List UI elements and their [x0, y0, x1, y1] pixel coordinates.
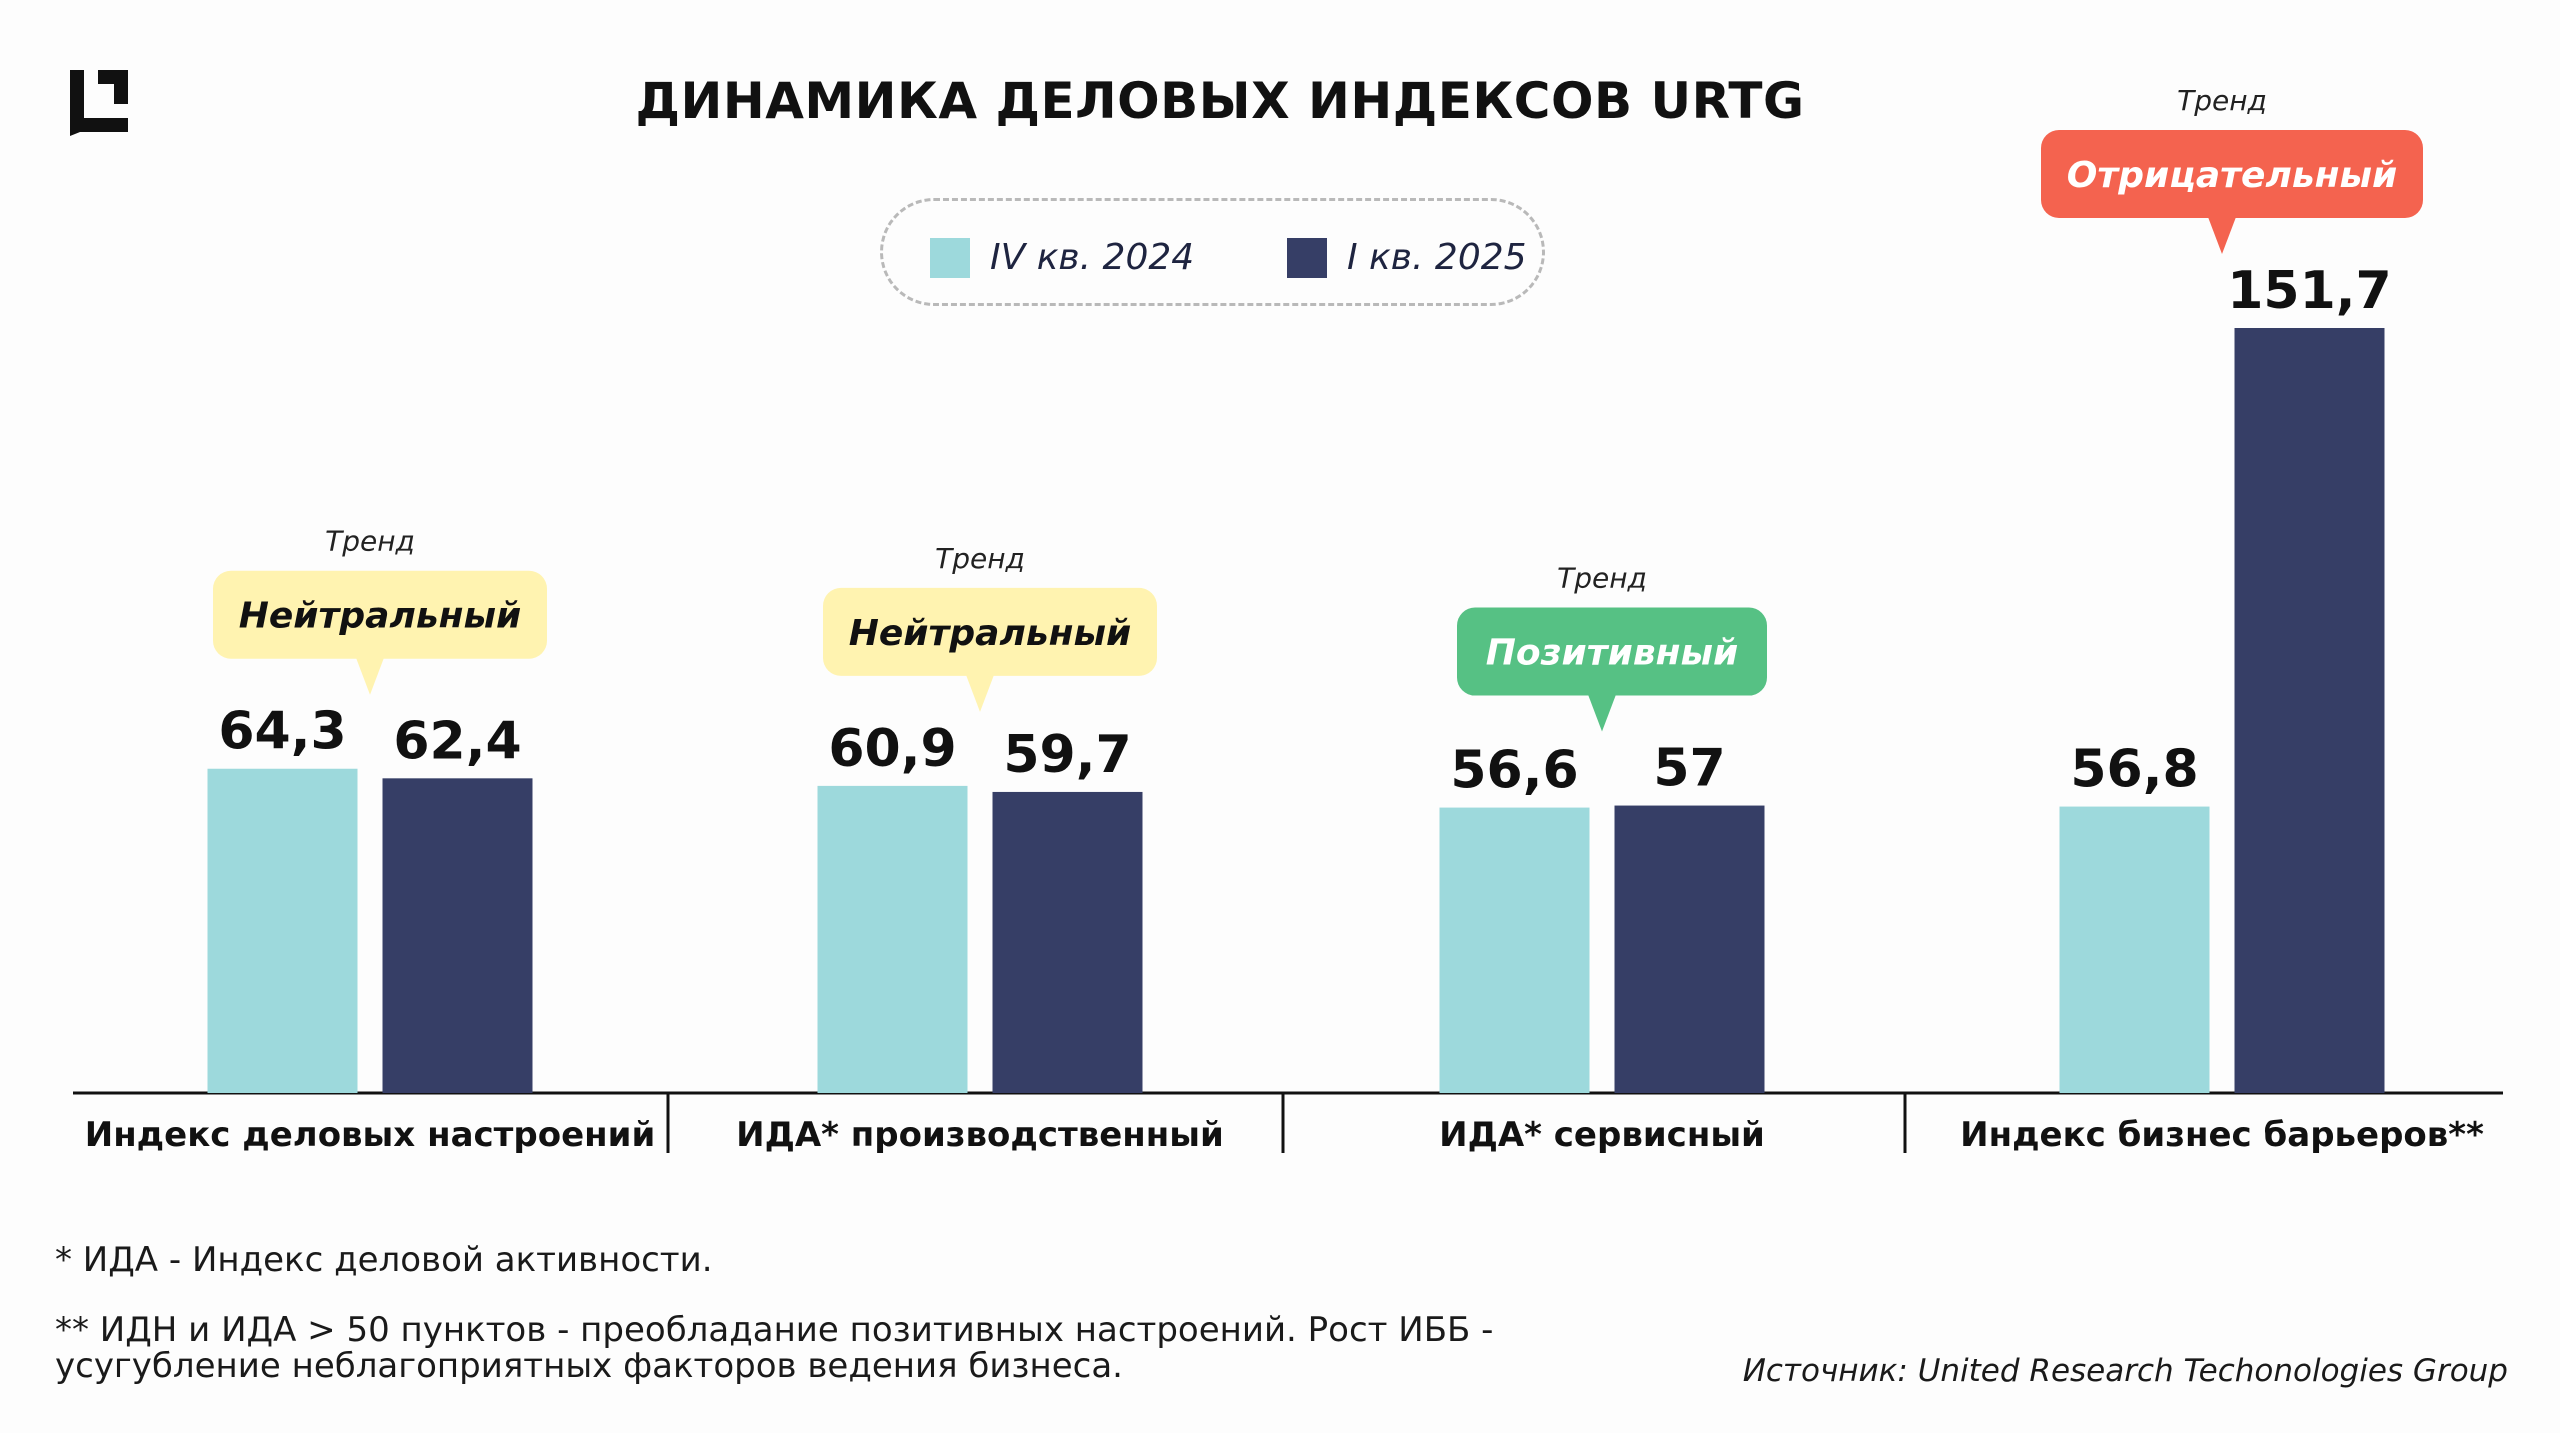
category-label: Индекс деловых настроений [85, 1115, 656, 1155]
trend-bubble-pointer [966, 674, 994, 712]
data-label: 56,6 [1450, 741, 1578, 801]
trend-label: Отрицательный [2067, 155, 2398, 196]
bar [382, 778, 533, 1093]
trend-caption: Тренд [325, 525, 415, 558]
bar [1614, 805, 1765, 1093]
trend-label: Нейтральный [849, 613, 1131, 654]
trend-caption: Тренд [1557, 562, 1647, 595]
footnote-idn: ** ИДН и ИДА > 50 пунктов - преобладание… [55, 1310, 1494, 1386]
bar [992, 791, 1143, 1093]
urtg-logo [70, 70, 128, 136]
legend-item-q1-2025: I кв. 2025 [1287, 237, 1527, 278]
legend-label: I кв. 2025 [1347, 237, 1527, 278]
legend-item-q4-2024: IV кв. 2024 [930, 237, 1194, 278]
footnote-ida: * ИДА - Индекс деловой активности. [55, 1240, 713, 1280]
data-label: 62,4 [393, 711, 521, 771]
bar [2234, 328, 2385, 1093]
bar [207, 768, 358, 1093]
data-label: 56,8 [2070, 740, 2198, 800]
trend-bubble [213, 570, 547, 659]
category-label: Индекс бизнес барьеров** [1960, 1115, 2484, 1155]
legend-swatch [930, 237, 970, 278]
trend-bubble-pointer [356, 657, 384, 695]
legend-label: IV кв. 2024 [990, 237, 1195, 278]
data-label: 60,9 [828, 719, 956, 779]
source-note: Источник: United Research Techonologies … [1742, 1353, 2508, 1389]
data-label: 64,3 [218, 702, 346, 762]
category-label: ИДА* производственный [736, 1115, 1224, 1155]
trend-caption: Тренд [935, 542, 1025, 575]
bar [817, 785, 968, 1093]
legend-swatch [1287, 237, 1327, 278]
trend-label: Нейтральный [239, 596, 521, 637]
trend-bubble [2041, 130, 2423, 218]
bar [2059, 806, 2210, 1093]
trend-bubble [823, 587, 1157, 676]
trend-bubble [1457, 607, 1767, 696]
trend-label: Позитивный [1486, 633, 1739, 674]
bar [1439, 807, 1590, 1093]
trend-bubble-pointer [2208, 217, 2236, 254]
data-label: 57 [1653, 739, 1725, 799]
data-label: 59,7 [1003, 725, 1131, 785]
trend-caption: Тренд [2177, 84, 2267, 117]
page-title: ДИНАМИКА ДЕЛОВЫХ ИНДЕКСОВ URTG [635, 72, 1805, 130]
data-label: 151,7 [2227, 261, 2391, 321]
category-label: ИДА* сервисный [1439, 1115, 1765, 1155]
chart-legend: IV кв. 2024 I кв. 2025 [880, 198, 1545, 306]
trend-bubble-pointer [1588, 694, 1616, 732]
